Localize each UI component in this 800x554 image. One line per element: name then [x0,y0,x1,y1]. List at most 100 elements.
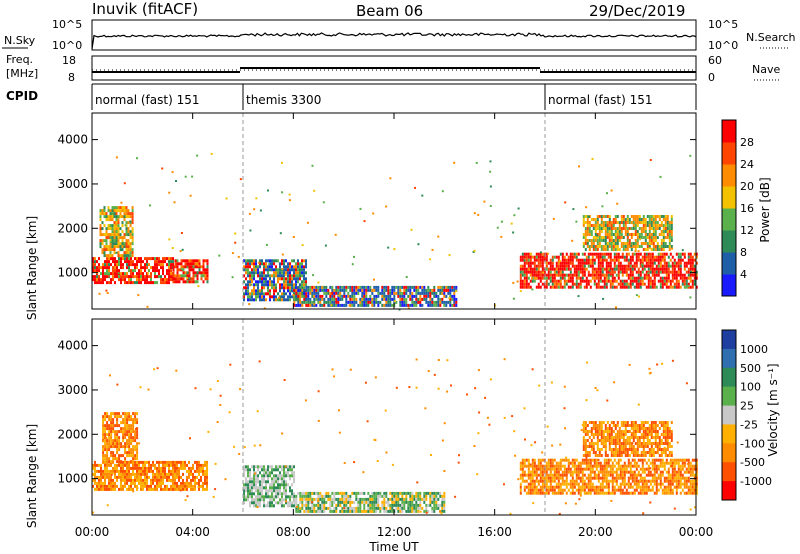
power-cell-5 [523,264,526,268]
power-cell-4 [309,288,312,292]
vel-cell-3 [405,491,408,495]
power-cell-5 [589,252,592,256]
power-cell-5 [535,267,538,271]
vel-cell-0 [162,469,164,473]
power-cell-6 [584,248,587,251]
power-cell-3 [291,295,293,299]
vel-cell-3 [417,491,420,495]
vel-cell-0 [170,484,172,488]
vel-cell-3 [345,503,348,507]
power-speckle [250,279,253,281]
vel-cell-3 [365,497,368,501]
vel-cell-3 [337,503,340,507]
vel-cell-1 [128,436,131,440]
power-cell-4 [425,297,428,301]
vel-cell-0 [186,469,188,473]
power-cell-4 [437,303,440,307]
vel-cell-0 [150,478,152,482]
vel-cell-4 [567,470,570,474]
vel-cell-0 [162,481,164,485]
power-cell-2 [131,242,134,246]
power-cell-0 [114,260,116,264]
vel-cell-4 [635,476,638,480]
power-cell-2 [105,215,108,219]
power-cell-3 [261,283,263,287]
power-cell-6 [632,215,635,218]
power-speckle [263,307,266,310]
power-cell-4 [443,285,446,289]
power-cell-5 [575,267,578,271]
power-cell-5 [663,279,666,283]
power-cell-4 [351,288,354,292]
vel-cell-3 [341,509,344,513]
vel-cell-0 [140,460,142,464]
vel-cell-4 [631,479,634,483]
vel-cell-0 [138,463,140,467]
power-cell-5 [577,261,580,265]
power-cell-4 [363,300,366,304]
vel-cell-1 [136,436,139,440]
power-cell-5 [691,258,694,262]
power-cell-5 [539,285,542,289]
vel-cell-0 [142,463,144,467]
vel-cell-3 [323,506,326,510]
vel-cell-0 [198,487,200,491]
vel-cell-4 [573,467,576,471]
power-cell-2 [101,227,104,231]
power-cell-3 [263,262,265,266]
power-cell-5 [529,261,532,265]
power-cell-6 [648,242,651,245]
power-cell-5 [571,276,574,280]
power-cell-5 [525,267,528,271]
power-cell-3 [293,271,295,275]
power-cell-5 [623,267,626,271]
power-cell-4 [345,300,348,304]
vel-cell-4 [525,464,528,468]
vel-cell-2 [247,471,249,475]
power-cell-6 [600,239,603,242]
vel-cell-3 [411,506,414,510]
vel-cell-4 [633,482,636,486]
power-cell-5 [621,267,624,271]
vel-cell-3 [347,509,350,513]
power-cell-5 [537,264,540,268]
vel-cell-2 [257,504,259,508]
power-speckle [615,306,617,309]
vel-cell-2 [279,477,281,481]
vel-cell-4 [643,491,646,495]
vel-cell-0 [92,478,94,482]
power-cell-3 [255,292,257,296]
power-cell-6 [614,248,617,251]
power-cell-5 [647,285,650,289]
vel-cell-2 [271,483,273,487]
power-cell-3 [279,298,281,302]
vel-cell-3 [397,497,400,501]
power-cell-5 [555,261,558,265]
vel-cell-0 [128,484,130,488]
power-cell-5 [641,267,644,271]
power-cell-0 [130,275,132,279]
power-cell-5 [567,261,570,265]
vel-cell-3 [305,506,308,510]
power-cell-2 [125,233,128,237]
power-cell-5 [557,279,560,283]
power-cell-5 [591,264,594,268]
power-cell-5 [527,276,530,280]
power-speckle [630,245,633,248]
power-cell-4 [397,294,400,298]
power-cell-5 [573,273,576,277]
power-cell-4 [415,303,418,307]
vel-cell-0 [172,481,174,485]
vel-cell-2 [283,498,285,502]
power-cell-6 [590,239,593,242]
vel-cell-1 [126,454,129,458]
vel-cell-2 [291,504,293,508]
power-speckle [278,296,280,299]
power-cell-3 [287,298,289,302]
vel-cell-1 [130,415,133,419]
vel-cell-4 [655,467,658,471]
power-cell-5 [695,255,698,259]
vel-cell-4 [647,488,650,492]
vel-cell-2 [267,492,269,496]
power-cell-6 [664,236,667,239]
